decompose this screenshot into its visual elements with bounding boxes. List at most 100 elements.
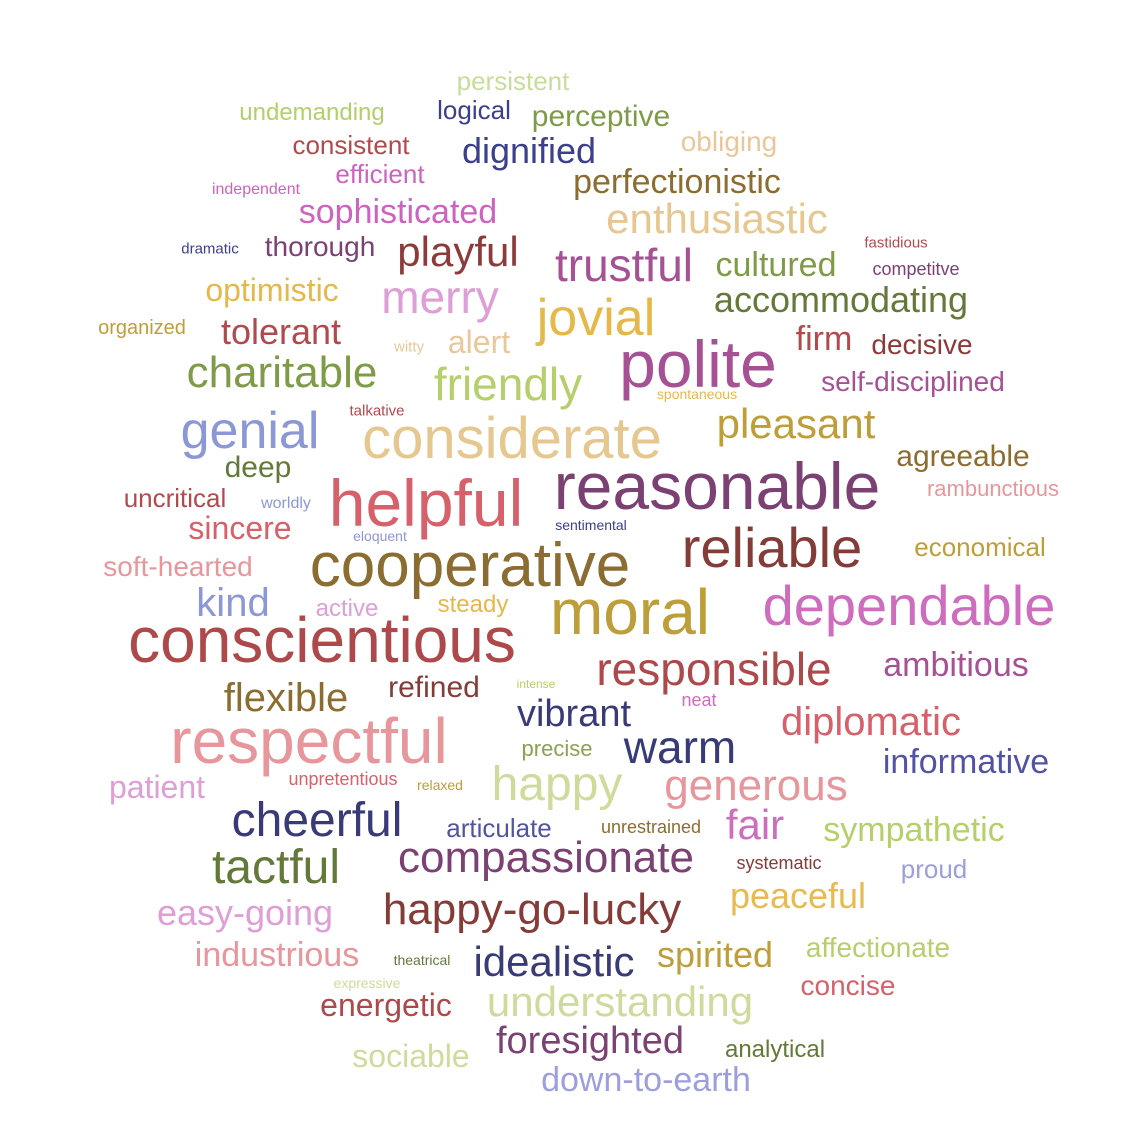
word-active: active bbox=[315, 595, 379, 622]
word-ambitious: ambitious bbox=[883, 646, 1029, 684]
word-persistent: persistent bbox=[456, 66, 570, 96]
word-foresighted: foresighted bbox=[495, 1020, 685, 1062]
word-talkative: talkative bbox=[349, 402, 405, 420]
word-efficient: efficient bbox=[335, 159, 425, 189]
word-dignified: dignified bbox=[461, 130, 597, 171]
word-fair: fair bbox=[725, 801, 785, 848]
word-responsible: responsible bbox=[596, 643, 832, 695]
word-informative: informative bbox=[882, 743, 1050, 781]
word-reasonable: reasonable bbox=[553, 449, 881, 523]
word-tactful: tactful bbox=[211, 841, 341, 894]
word-cultured: cultured bbox=[715, 246, 837, 284]
word-warm: warm bbox=[623, 721, 737, 773]
word-unrestrained: unrestrained bbox=[600, 817, 702, 837]
word-down-to-earth: down-to-earth bbox=[541, 1061, 751, 1099]
word-rambunctious: rambunctious bbox=[926, 476, 1060, 501]
word-thorough: thorough bbox=[264, 231, 376, 262]
word-dramatic: dramatic bbox=[181, 240, 239, 258]
word-enthusiastic: enthusiastic bbox=[606, 195, 828, 242]
word-soft-hearted: soft-hearted bbox=[103, 551, 253, 582]
word-unpretentious: unpretentious bbox=[288, 769, 398, 789]
word-independent: independent bbox=[211, 181, 301, 198]
word-perfectionistic: perfectionistic bbox=[573, 163, 781, 201]
word-optimistic: optimistic bbox=[205, 272, 339, 308]
word-affectionate: affectionate bbox=[805, 932, 951, 963]
word-accommodating: accommodating bbox=[713, 279, 969, 320]
word-idealistic: idealistic bbox=[473, 938, 635, 985]
word-easy-going: easy-going bbox=[156, 892, 334, 933]
word-uncritical: uncritical bbox=[123, 483, 227, 513]
word-intense: intense bbox=[516, 677, 556, 691]
word-sympathetic: sympathetic bbox=[823, 811, 1005, 849]
word-sentimental: sentimental bbox=[555, 517, 627, 533]
word-deep: deep bbox=[224, 451, 292, 484]
word-logical: logical bbox=[437, 95, 511, 125]
word-pleasant: pleasant bbox=[716, 400, 876, 447]
word-helpful: helpful bbox=[328, 466, 524, 540]
word-precise: precise bbox=[521, 736, 593, 761]
word-expressive: expressive bbox=[333, 975, 401, 991]
word-tolerant: tolerant bbox=[220, 311, 342, 352]
word-steady: steady bbox=[437, 591, 509, 618]
word-decisive: decisive bbox=[871, 329, 973, 360]
word-moral: moral bbox=[549, 576, 711, 648]
word-understanding: understanding bbox=[486, 978, 754, 1025]
word-relaxed: relaxed bbox=[417, 777, 463, 793]
word-diplomatic: diplomatic bbox=[780, 700, 962, 744]
word-sociable: sociable bbox=[352, 1038, 470, 1074]
word-happy-go-lucky: happy-go-lucky bbox=[382, 885, 682, 934]
word-witty: witty bbox=[394, 338, 424, 356]
word-conscientious: conscientious bbox=[128, 604, 516, 676]
word-happy: happy bbox=[491, 758, 623, 811]
word-firm: firm bbox=[795, 320, 853, 358]
word-refined: refined bbox=[388, 671, 480, 704]
word-playful: playful bbox=[397, 228, 519, 275]
word-analytical: analytical bbox=[724, 1036, 826, 1063]
word-alert: alert bbox=[447, 324, 511, 360]
word-flexible: flexible bbox=[223, 676, 349, 720]
word-energetic: energetic bbox=[320, 987, 452, 1023]
word-concise: concise bbox=[800, 970, 896, 1001]
word-theatrical: theatrical bbox=[393, 952, 451, 968]
word-sincere: sincere bbox=[188, 510, 292, 546]
word-fastidious: fastidious bbox=[864, 234, 928, 252]
word-genial: genial bbox=[180, 402, 320, 460]
word-merry: merry bbox=[381, 271, 499, 323]
word-perceptive: perceptive bbox=[531, 100, 671, 133]
word-friendly: friendly bbox=[433, 358, 583, 410]
word-respectful: respectful bbox=[170, 705, 448, 777]
word-charitable: charitable bbox=[186, 348, 378, 397]
word-generous: generous bbox=[664, 761, 848, 810]
word-proud: proud bbox=[900, 854, 968, 884]
word-economical: economical bbox=[914, 532, 1046, 562]
word-reliable: reliable bbox=[681, 516, 863, 579]
word-polite: polite bbox=[619, 327, 777, 401]
word-sophisticated: sophisticated bbox=[298, 193, 498, 231]
word-dependable: dependable bbox=[762, 574, 1056, 637]
word-worldly: worldly bbox=[261, 495, 311, 512]
word-peaceful: peaceful bbox=[729, 875, 867, 916]
word-compassionate: compassionate bbox=[398, 833, 694, 882]
word-cooperative: cooperative bbox=[309, 531, 631, 600]
word-organized: organized bbox=[98, 317, 186, 339]
word-spirited: spirited bbox=[656, 934, 774, 975]
word-systematic: systematic bbox=[736, 853, 822, 873]
word-consistent: consistent bbox=[292, 130, 410, 160]
word-eloquent: eloquent bbox=[353, 528, 407, 544]
word-agreeable: agreeable bbox=[896, 440, 1030, 473]
word-kind: kind bbox=[196, 581, 270, 625]
word-patient: patient bbox=[108, 769, 206, 805]
word-industrious: industrious bbox=[194, 936, 360, 974]
word-considerate: considerate bbox=[362, 406, 662, 471]
word-jovial: jovial bbox=[536, 289, 656, 347]
word-neat: neat bbox=[681, 690, 717, 710]
word-articulate: articulate bbox=[446, 813, 552, 843]
word-undemanding: undemanding bbox=[239, 99, 385, 126]
word-self-disciplined: self-disciplined bbox=[821, 366, 1005, 397]
word-spontaneous: spontaneous bbox=[656, 386, 738, 402]
word-obliging: obliging bbox=[680, 126, 778, 157]
word-trustful: trustful bbox=[554, 239, 694, 291]
word-cheerful: cheerful bbox=[231, 794, 403, 847]
word-competitve: competitve bbox=[872, 259, 960, 279]
